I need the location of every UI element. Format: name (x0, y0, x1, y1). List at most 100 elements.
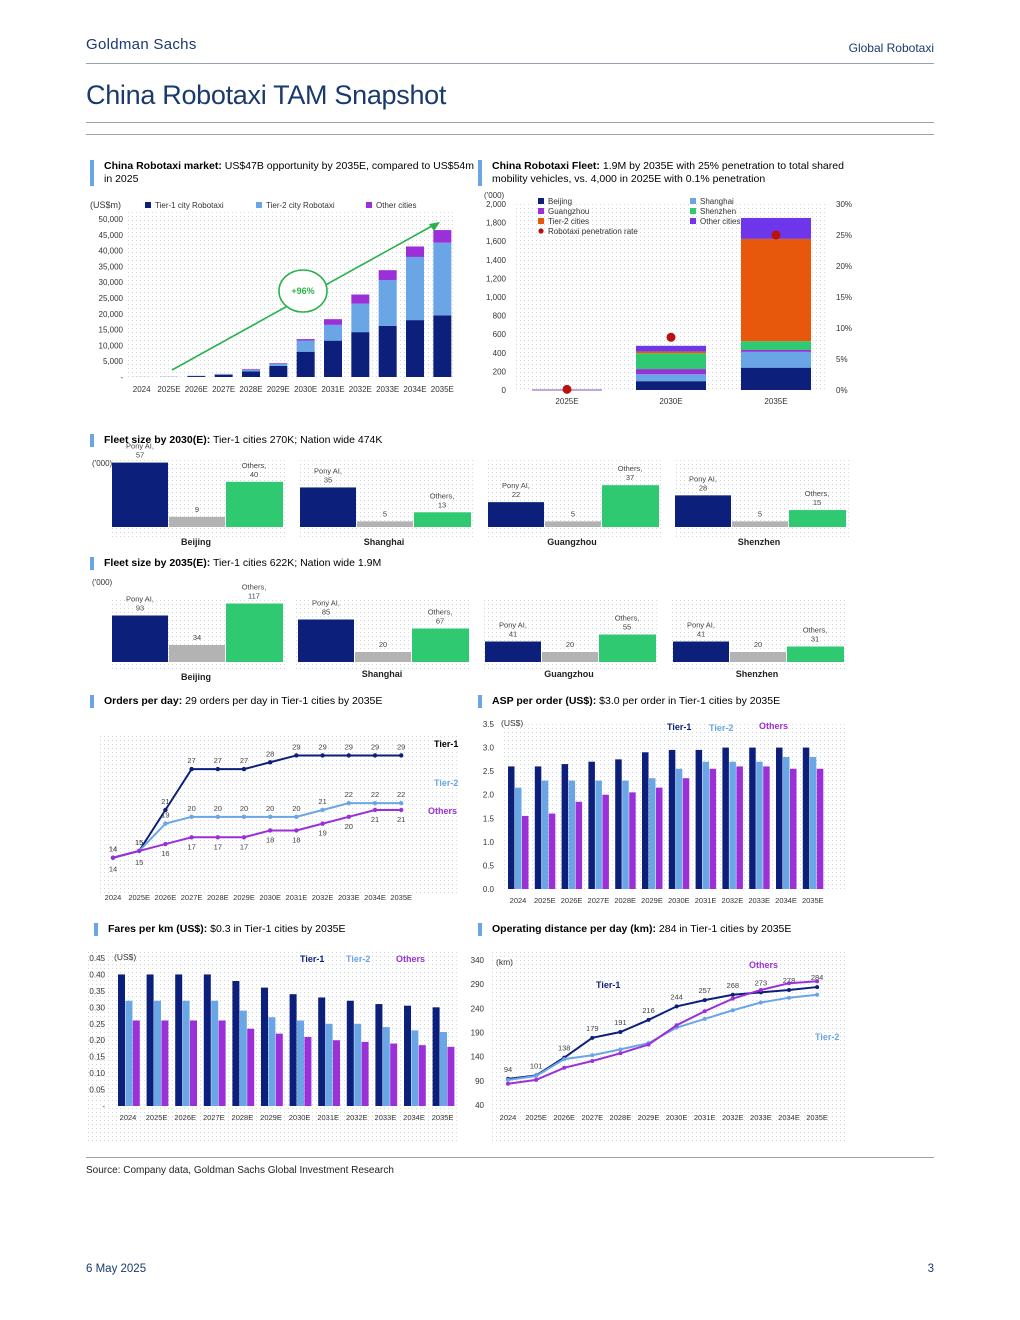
fares-ytick: - (102, 1102, 105, 1111)
fleet2030-bar-label: Others, (242, 461, 267, 470)
tam-bar (324, 319, 342, 325)
orders-value: 19 (318, 829, 326, 838)
asp-bar (722, 747, 729, 889)
fleet2030-bar-label: Others, (618, 464, 643, 473)
tam-bar (378, 270, 397, 280)
distance-point (506, 1077, 510, 1082)
fleet-legend-5-swatch (690, 218, 696, 224)
tam-xtick: 2028E (239, 385, 262, 394)
fares-bar (297, 1020, 304, 1106)
orders-point (110, 855, 116, 860)
fares-bar (132, 1020, 140, 1106)
orders-value: 15 (135, 838, 143, 847)
distance-point (758, 1000, 763, 1005)
orders-value: 14 (109, 845, 117, 854)
tam-bar (187, 376, 206, 377)
orders-point (189, 835, 194, 840)
orders-value: 22 (397, 790, 405, 799)
orders-value: 14 (109, 845, 117, 854)
fleet2035-bar (412, 628, 469, 662)
fleet-ytick: 2,000 (486, 200, 507, 209)
orders-value: 15 (135, 858, 143, 867)
fares-bar (404, 1005, 411, 1106)
fleet-ytick: 200 (493, 367, 507, 376)
fleet2035-bar-label: Pony AI, (499, 621, 527, 630)
distance-value: 179 (586, 1024, 599, 1033)
tam-legend-1-label: Tier-2 city Robotaxi (266, 201, 335, 210)
orders-point (346, 753, 351, 758)
distance-point (702, 1016, 707, 1021)
asp-bar (622, 780, 629, 889)
fleet2030-bar (732, 521, 788, 527)
fleet-y2tick: 20% (836, 262, 852, 271)
asp-ytick: 0.5 (483, 861, 495, 870)
asp-xtick: 2035E (802, 896, 824, 905)
distance-value: 216 (642, 1006, 655, 1015)
tam-bar (296, 351, 315, 377)
distance-line (507, 986, 818, 1080)
fleet-ytick: 800 (493, 312, 507, 321)
tam-bar (433, 242, 452, 316)
asp-bar (515, 787, 522, 889)
fleet2035-bar (599, 634, 656, 662)
asp-bar (575, 801, 583, 889)
fares-bar (432, 1007, 440, 1106)
fleet-legend-penetration-label: Robotaxi penetration rate (548, 227, 638, 236)
distance-point (730, 992, 735, 997)
fares-legend-others: Others (396, 954, 425, 964)
orders-point (372, 800, 378, 806)
tam-legend-0-swatch (145, 202, 151, 208)
fleet2030-bar (545, 521, 601, 527)
distance-ytick: 240 (471, 1004, 485, 1013)
panel-title-distance: Operating distance per day (km): 284 in … (478, 923, 872, 936)
orders-value: 20 (240, 804, 248, 813)
fleet2030-bar-value: 5 (758, 509, 762, 518)
tam-bar (214, 374, 233, 377)
fares-legend-tier1: Tier-1 (300, 954, 324, 964)
fleet2030-bar-value: 5 (383, 509, 387, 518)
distance-value: 244 (670, 992, 683, 1001)
fleet2035-bar-label: Others, (615, 614, 640, 623)
orders-point (346, 814, 351, 820)
fleet-legend-2-label: Guangzhou (548, 207, 589, 216)
asp-bar (695, 749, 703, 889)
orders-xtick: 2026E (155, 893, 177, 902)
fleet2030-bar-value: 15 (813, 498, 821, 507)
fleet2030-bar-value: 40 (250, 470, 258, 479)
distance-ytick: 140 (471, 1053, 485, 1062)
orders-value: 20 (214, 804, 222, 813)
fleet2035-bar-value: 55 (623, 623, 631, 632)
tam-xtick: 2031E (321, 385, 344, 394)
fleet2030-unit: ('000) (92, 459, 113, 468)
orders-point (163, 807, 168, 813)
distance-point (730, 996, 735, 1001)
orders-point (320, 753, 325, 758)
fares-bar (232, 981, 240, 1106)
fleet2030-bar (300, 487, 356, 527)
asp-bar (802, 747, 810, 889)
fleet2030-bar (789, 510, 846, 527)
orders-point (241, 814, 247, 820)
orders-label-tier1: Tier-1 (434, 739, 458, 749)
asp-bar (749, 747, 756, 889)
orders-xtick: 2029E (233, 893, 255, 902)
distance-point (730, 1008, 735, 1013)
fleet2035-bar-label: Pony AI, (687, 621, 715, 630)
fares-bar (218, 1020, 226, 1106)
fleet-bar (741, 351, 811, 368)
fleet-xtick: 2025E (555, 397, 578, 406)
fares-bar (325, 1023, 333, 1106)
fares-bar (154, 1000, 161, 1106)
orders-xtick: 2030E (259, 893, 281, 902)
asp-xtick: 2033E (748, 896, 770, 905)
asp-ytick: 2.5 (483, 767, 495, 776)
fleet-bar (636, 353, 706, 370)
asp-legend-tier2: Tier-2 (709, 723, 733, 733)
orders-xtick: 2027E (181, 893, 203, 902)
asp-bar (682, 778, 690, 889)
tam-ytick: 15,000 (99, 326, 124, 335)
fleet2035-bar-label: Others, (803, 626, 828, 635)
asp-bar (736, 766, 743, 889)
distance-point (815, 979, 820, 984)
orders-point (241, 766, 247, 772)
